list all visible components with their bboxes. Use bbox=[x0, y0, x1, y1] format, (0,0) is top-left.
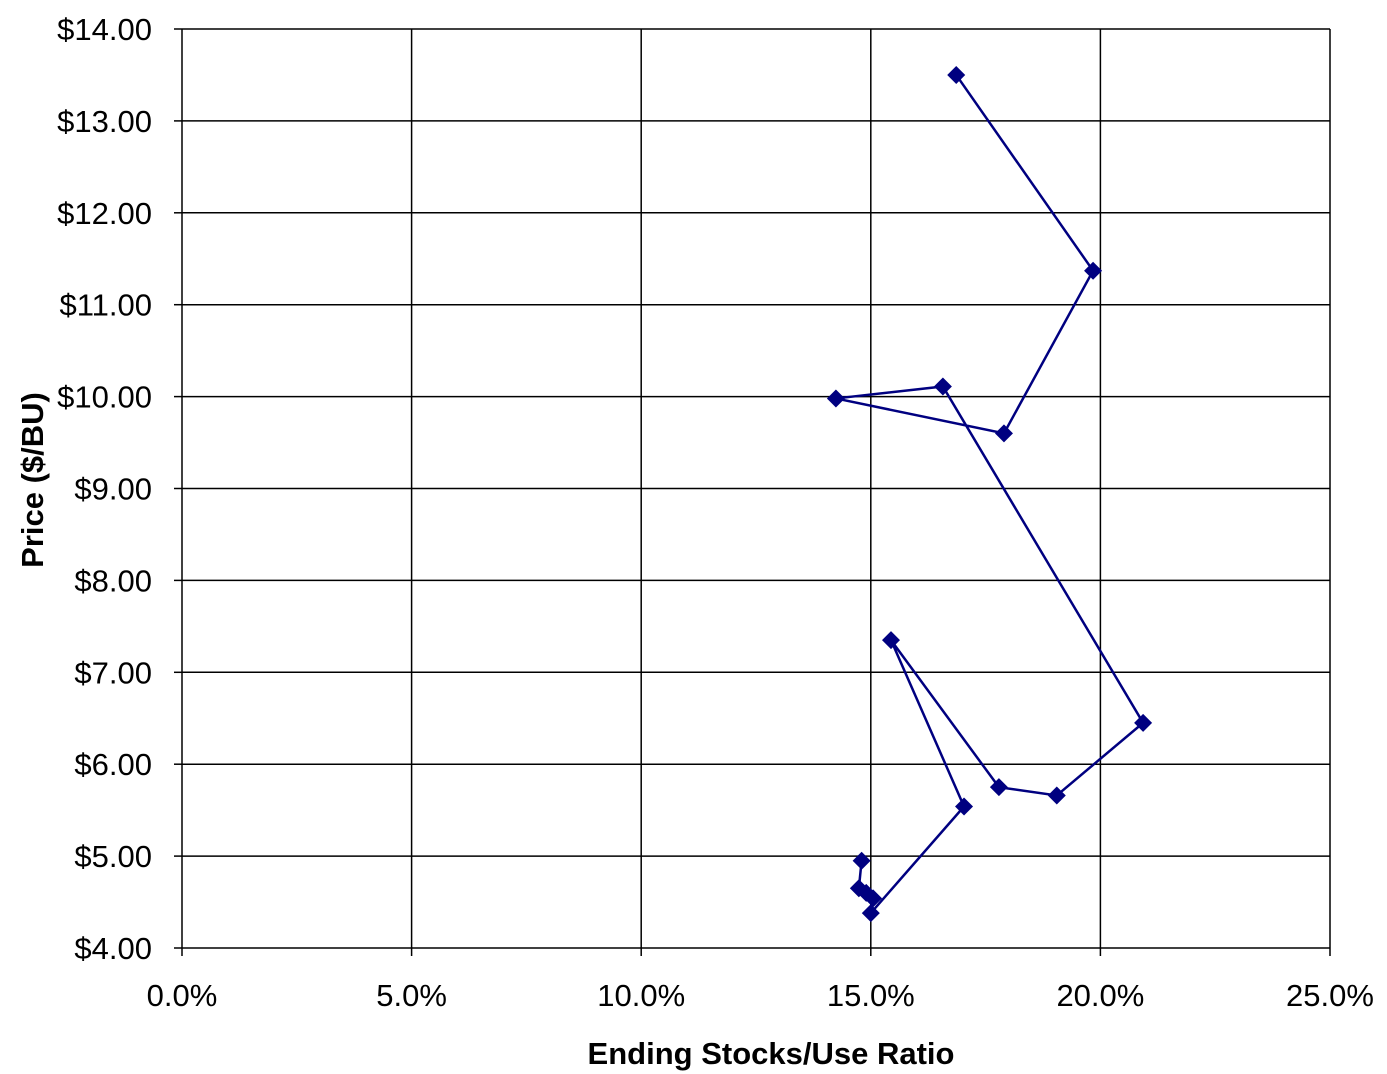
marker bbox=[1047, 786, 1066, 805]
marker bbox=[955, 797, 974, 816]
marker bbox=[989, 778, 1008, 797]
y-tick-label: $4.00 bbox=[74, 931, 152, 966]
y-tick-label: $9.00 bbox=[74, 472, 152, 507]
marker bbox=[849, 879, 868, 898]
y-tick-label: $13.00 bbox=[57, 104, 152, 139]
x-tick-label: 5.0% bbox=[376, 978, 447, 1013]
x-tick-label: 15.0% bbox=[827, 978, 915, 1013]
y-tick-label: $8.00 bbox=[74, 563, 152, 598]
y-axis-title: Price ($/BU) bbox=[15, 392, 50, 568]
marker bbox=[994, 424, 1013, 443]
marker bbox=[1134, 713, 1153, 732]
x-tick-label: 20.0% bbox=[1056, 978, 1144, 1013]
series-line bbox=[835, 74, 1145, 918]
marker bbox=[826, 389, 845, 408]
y-tick-label: $14.00 bbox=[57, 12, 152, 47]
x-axis-title: Ending Stocks/Use Ratio bbox=[588, 1036, 955, 1071]
y-tick-label: $6.00 bbox=[74, 747, 152, 782]
marker bbox=[1084, 261, 1103, 280]
marker bbox=[947, 65, 966, 84]
x-tick-label: 0.0% bbox=[147, 978, 218, 1013]
marker bbox=[882, 631, 901, 650]
marker bbox=[933, 377, 952, 396]
marker bbox=[852, 851, 871, 870]
y-tick-label: $7.00 bbox=[74, 655, 152, 690]
y-tick-label: $12.00 bbox=[57, 196, 152, 231]
y-tick-label: $5.00 bbox=[74, 839, 152, 874]
y-tick-label: $11.00 bbox=[59, 288, 152, 323]
x-tick-label: 25.0% bbox=[1286, 978, 1374, 1013]
marker bbox=[861, 904, 880, 923]
x-tick-label: 10.0% bbox=[597, 978, 685, 1013]
y-tick-label: $10.00 bbox=[57, 380, 152, 415]
